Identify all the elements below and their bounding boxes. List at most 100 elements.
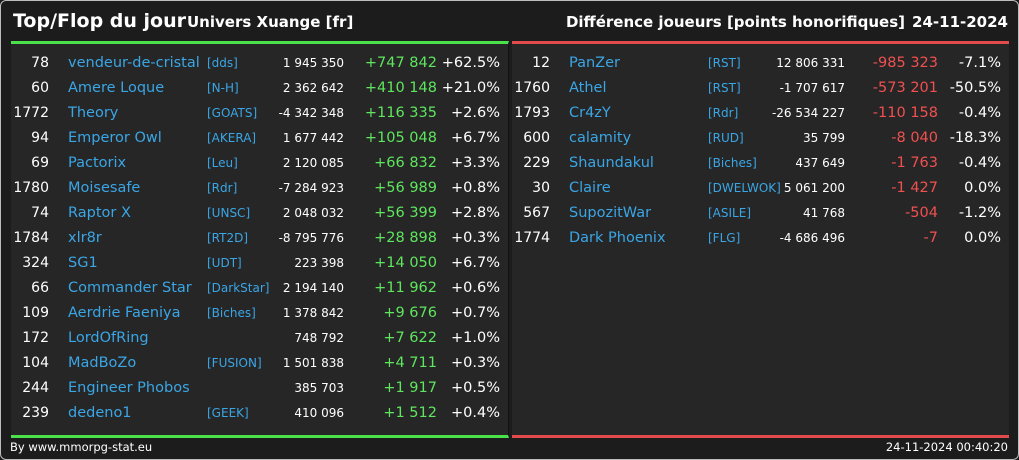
- page-title: Top/Flop du jour: [13, 10, 186, 32]
- player-points: 437 649: [795, 156, 845, 170]
- alliance-tag-link[interactable]: [Biches]: [207, 306, 256, 320]
- points-delta: +1 917: [383, 380, 437, 396]
- player-name-link[interactable]: Shaundakul: [569, 155, 654, 171]
- alliance-tag-link[interactable]: [FUSION]: [207, 356, 262, 370]
- alliance-tag-link[interactable]: [DWELWOK]: [708, 181, 781, 195]
- player-name-link[interactable]: Moisesafe: [68, 180, 141, 196]
- top-player-row: 60 Amere Loque [N-H] 2 362 642 +410 148 +21.0…: [11, 76, 508, 101]
- top-panel: 78 vendeur-de-cristal [dds] 1 945 350 +747 8…: [11, 41, 509, 438]
- player-name-link[interactable]: LordOfRing: [68, 330, 149, 346]
- top-player-row: 1772 Theory [GOATS] -4 342 348 +116 335 +2.6%: [11, 101, 508, 126]
- player-points: -8 795 776: [278, 231, 344, 245]
- points-delta: -1 763: [891, 155, 938, 171]
- player-points: 12 806 331: [776, 56, 845, 70]
- player-points: 5 061 200: [783, 181, 845, 195]
- player-points: -4 342 348: [278, 106, 344, 120]
- player-points: 748 792: [294, 331, 344, 345]
- player-name-link[interactable]: Theory: [68, 105, 119, 121]
- flop-player-row: 600 calamity [RUD] 35 799 -8 040 -18.3%: [512, 126, 1009, 151]
- player-points: -26 534 227: [771, 106, 845, 120]
- player-name-link[interactable]: SG1: [68, 255, 98, 271]
- header: Top/Flop du jour Univers Xuange [fr] Dif…: [1, 1, 1018, 41]
- player-name-link[interactable]: dedeno1: [68, 405, 132, 421]
- percent-change: +3.3%: [451, 155, 500, 171]
- flop-player-row: 1774 Dark Phoenix [FLG] -4 686 496 -7 0.0%: [512, 226, 1009, 251]
- alliance-tag-link[interactable]: [N-H]: [207, 81, 239, 95]
- points-delta: -573 201: [872, 80, 938, 96]
- player-rank: 244: [22, 380, 49, 396]
- player-name-link[interactable]: Raptor X: [68, 205, 131, 221]
- alliance-tag-link[interactable]: [Leu]: [207, 156, 238, 170]
- percent-change: +21.0%: [441, 80, 500, 96]
- alliance-tag-link[interactable]: [UNSC]: [207, 206, 251, 220]
- player-name-link[interactable]: SupozitWar: [569, 205, 652, 221]
- flop-player-row: 12 PanZer [RST] 12 806 331 -985 323 -7.1%: [512, 51, 1009, 76]
- alliance-tag-link[interactable]: [DarkStar]: [207, 281, 270, 295]
- alliance-tag-link[interactable]: [GOATS]: [207, 106, 258, 120]
- player-name-link[interactable]: xlr8r: [68, 230, 102, 246]
- percent-change: -7.1%: [958, 55, 1001, 71]
- points-delta: +4 711: [383, 355, 437, 371]
- alliance-tag-link[interactable]: [FLG]: [708, 231, 741, 245]
- player-name-link[interactable]: Athel: [569, 80, 607, 96]
- player-name-link[interactable]: Emperor Owl: [68, 130, 162, 146]
- points-delta: +105 048: [364, 130, 437, 146]
- player-points: 1 378 842: [282, 306, 344, 320]
- player-name-link[interactable]: PanZer: [569, 55, 620, 71]
- player-name-link[interactable]: MadBoZo: [68, 355, 137, 371]
- player-rank: 78: [31, 55, 49, 71]
- top-player-row: 172 LordOfRing 748 792 +7 622 +1.0%: [11, 326, 508, 351]
- alliance-tag-link[interactable]: [dds]: [207, 56, 238, 70]
- top-player-row: 104 MadBoZo [FUSION] 1 501 838 +4 711 +0.3%: [11, 351, 508, 376]
- player-name-link[interactable]: Cr4zY: [569, 105, 611, 121]
- percent-change: -0.4%: [958, 155, 1001, 171]
- percent-change: +0.7%: [451, 305, 500, 321]
- percent-change: 0.0%: [964, 230, 1001, 246]
- footer-timestamp: 24-11-2024 00:40:20: [885, 440, 1008, 454]
- alliance-tag-link[interactable]: [Rdr]: [207, 181, 238, 195]
- top-player-row: 244 Engineer Phobos 385 703 +1 917 +0.5%: [11, 376, 508, 401]
- alliance-tag-link[interactable]: [RUD]: [708, 131, 744, 145]
- points-delta: +747 842: [364, 55, 437, 71]
- player-name-link[interactable]: Dark Phoenix: [569, 230, 666, 246]
- points-delta: +66 832: [374, 155, 437, 171]
- player-points: 41 768: [803, 206, 845, 220]
- player-name-link[interactable]: Claire: [569, 180, 611, 196]
- percent-change: -0.4%: [958, 105, 1001, 121]
- top-player-row: 69 Pactorix [Leu] 2 120 085 +66 832 +3.3%: [11, 151, 508, 176]
- player-name-link[interactable]: Commander Star: [68, 280, 192, 296]
- player-rank: 69: [31, 155, 49, 171]
- alliance-tag-link[interactable]: [GEEK]: [207, 406, 249, 420]
- player-points: 35 799: [803, 131, 845, 145]
- flop-player-row: 567 SupozitWar [ASILE] 41 768 -504 -1.2%: [512, 201, 1009, 226]
- alliance-tag-link[interactable]: [ASILE]: [708, 206, 751, 220]
- player-rank: 229: [523, 155, 550, 171]
- source-credit: By www.mmorpg-stat.eu: [10, 440, 153, 454]
- top-player-row: 109 Aerdrie Faeniya [Biches] 1 378 842 +9 67…: [11, 301, 508, 326]
- alliance-tag-link[interactable]: [RST]: [708, 56, 741, 70]
- player-name-link[interactable]: Pactorix: [68, 155, 127, 171]
- player-name-link[interactable]: Engineer Phobos: [68, 380, 190, 396]
- alliance-tag-link[interactable]: [RST]: [708, 81, 741, 95]
- percent-change: +2.8%: [451, 205, 500, 221]
- alliance-tag-link[interactable]: [AKERA]: [207, 131, 257, 145]
- player-name-link[interactable]: vendeur-de-cristal: [68, 55, 200, 71]
- alliance-tag-link[interactable]: [UDT]: [207, 256, 242, 270]
- player-points: 1 677 442: [282, 131, 344, 145]
- player-points: 1 501 838: [282, 356, 344, 370]
- alliance-tag-link[interactable]: [Biches]: [708, 156, 757, 170]
- player-rank: 30: [532, 180, 550, 196]
- player-rank: 1772: [13, 105, 49, 121]
- player-points: -7 284 923: [278, 181, 344, 195]
- player-name-link[interactable]: Amere Loque: [68, 80, 165, 96]
- percent-change: 0.0%: [964, 180, 1001, 196]
- metric-label: Différence joueurs [points honorifiques]: [565, 13, 905, 31]
- player-rank: 1793: [514, 105, 550, 121]
- player-name-link[interactable]: calamity: [569, 130, 632, 146]
- percent-change: +0.6%: [451, 280, 500, 296]
- player-name-link[interactable]: Aerdrie Faeniya: [68, 305, 181, 321]
- flop-player-row: 229 Shaundakul [Biches] 437 649 -1 763 -0.4%: [512, 151, 1009, 176]
- player-points: -4 686 496: [779, 231, 845, 245]
- alliance-tag-link[interactable]: [Rdr]: [708, 106, 739, 120]
- alliance-tag-link[interactable]: [RT2D]: [207, 231, 249, 245]
